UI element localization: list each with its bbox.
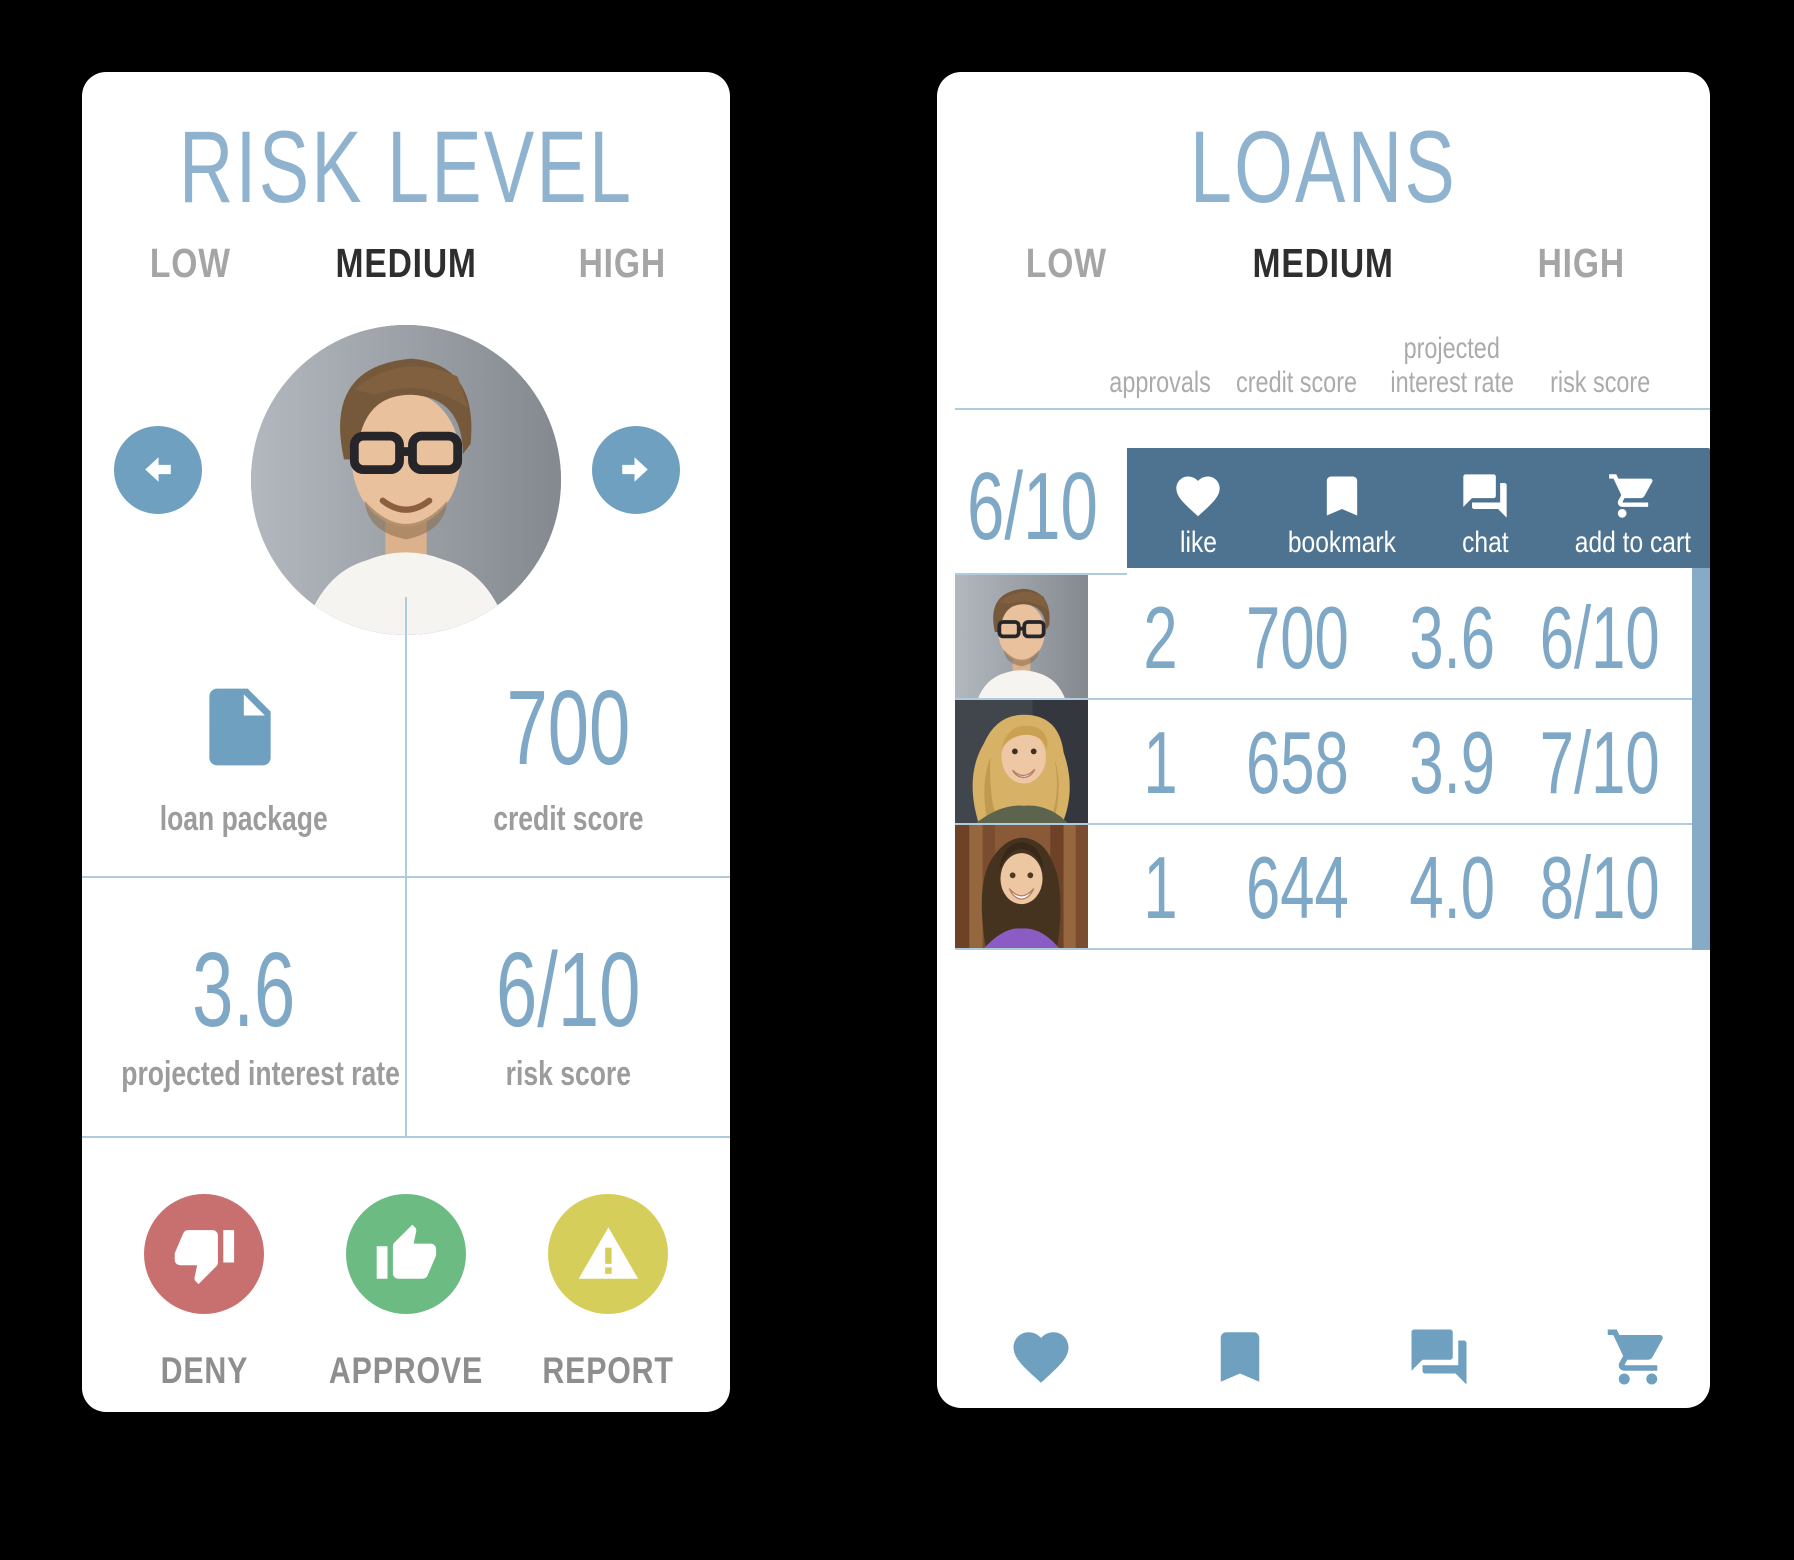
chat-bubbles-icon	[1406, 1329, 1472, 1393]
cell-approvals: 1	[1142, 713, 1178, 812]
loans-card-title: LOANS	[1189, 110, 1457, 224]
credit-score-label: credit score	[492, 800, 644, 838]
chat-bubbles-icon	[1419, 470, 1550, 522]
credit-score-value: 700	[506, 669, 630, 787]
risk-level-tabs: LOW MEDIUM HIGH	[82, 240, 730, 287]
stats-bottom-divider	[82, 1136, 730, 1138]
heart-icon	[1133, 470, 1264, 522]
cell-credit-score: 658	[1245, 713, 1349, 812]
cell-risk-score: 7/10	[1540, 713, 1660, 812]
applicant-thumbnail-blonde-woman	[955, 700, 1088, 825]
column-header-credit-score: credit score	[1236, 366, 1358, 399]
bookmark-action[interactable]: bookmark	[1270, 448, 1414, 568]
shopping-cart-icon	[1562, 470, 1704, 522]
selected-risk-score: 6/10	[966, 453, 1098, 560]
column-header-approvals: approvals	[1109, 366, 1211, 399]
risk-tab-low[interactable]: LOW	[149, 240, 231, 286]
row-divider	[955, 948, 1692, 950]
next-applicant-button[interactable]	[592, 426, 680, 514]
loan-row-0[interactable]: 2 700 3.6 6/10	[937, 575, 1710, 700]
approve-label: APPROVE	[328, 1350, 484, 1391]
report-label: REPORT	[542, 1350, 674, 1391]
row-action-bar: like bookmark chat add to cart	[1127, 448, 1710, 568]
stats-horizontal-divider	[82, 876, 730, 878]
prev-applicant-button[interactable]	[114, 426, 202, 514]
report-button[interactable]	[548, 1194, 668, 1314]
arrow-right-icon	[592, 444, 680, 495]
bookmark-icon	[1207, 1332, 1273, 1393]
heart-icon	[1008, 1332, 1074, 1393]
deny-button[interactable]	[144, 1194, 264, 1314]
interest-rate-label: projected interest rate	[121, 1055, 400, 1093]
loans-tab-low[interactable]: LOW	[1025, 240, 1107, 286]
bookmark-icon	[1276, 470, 1408, 522]
footer-bookmark-button[interactable]	[1207, 1324, 1273, 1390]
footer-like-button[interactable]	[1008, 1324, 1074, 1390]
row-divider	[955, 698, 1692, 700]
risk-level-card: RISK LEVEL LOW MEDIUM HIGH	[82, 72, 730, 1412]
arrow-left-icon	[114, 444, 202, 495]
risk-score-label: risk score	[505, 1055, 631, 1093]
loan-package-label: loan package	[159, 800, 329, 838]
footer-cart-button[interactable]	[1605, 1324, 1671, 1390]
applicant-thumbnail-brunette-woman	[955, 825, 1088, 950]
risk-tab-medium[interactable]: MEDIUM	[335, 240, 477, 286]
loan-row-2[interactable]: 1 644 4.0 8/10	[937, 825, 1710, 950]
cell-interest-rate: 4.0	[1409, 838, 1495, 937]
thumbs-down-icon	[144, 1222, 264, 1287]
loans-tabs: LOW MEDIUM HIGH	[937, 240, 1710, 287]
cell-credit-score: 700	[1245, 588, 1349, 687]
cell-risk-score: 8/10	[1540, 838, 1660, 937]
loan-row-1[interactable]: 1 658 3.9 7/10	[937, 700, 1710, 825]
loans-tab-high[interactable]: HIGH	[1537, 240, 1625, 286]
risk-card-title: RISK LEVEL	[178, 110, 634, 224]
warning-triangle-icon	[548, 1222, 668, 1287]
column-header-interest-rate: projected interest rate	[1390, 332, 1514, 399]
shopping-cart-icon	[1605, 1329, 1671, 1393]
risk-score-value: 6/10	[495, 931, 641, 1049]
like-action[interactable]: like	[1127, 448, 1270, 568]
loan-package-stat[interactable]	[194, 672, 286, 782]
thumbs-up-icon	[346, 1222, 466, 1287]
footer-chat-button[interactable]	[1406, 1324, 1472, 1390]
column-header-risk-score: risk score	[1549, 366, 1651, 399]
table-column-headers: approvals credit score projected interes…	[937, 322, 1710, 400]
chat-action[interactable]: chat	[1413, 448, 1556, 568]
rows-top-divider	[955, 573, 1127, 575]
rows-scrollbar[interactable]	[1692, 568, 1710, 950]
stats-vertical-divider	[405, 597, 407, 1137]
cell-interest-rate: 3.9	[1409, 713, 1495, 812]
applicant-photo	[251, 325, 561, 635]
applicant-thumbnail-man	[955, 575, 1088, 700]
loans-tab-medium[interactable]: MEDIUM	[1252, 240, 1395, 286]
row-divider	[955, 823, 1692, 825]
header-divider	[955, 408, 1710, 410]
interest-rate-value: 3.6	[192, 931, 296, 1049]
risk-tab-high[interactable]: HIGH	[578, 240, 666, 286]
document-icon	[194, 688, 286, 786]
deny-label: DENY	[160, 1350, 248, 1391]
cell-approvals: 1	[1142, 838, 1178, 937]
cell-credit-score: 644	[1245, 838, 1349, 937]
cell-approvals: 2	[1142, 588, 1178, 687]
cell-risk-score: 6/10	[1540, 588, 1660, 687]
loans-card: LOANS LOW MEDIUM HIGH approvals credit s…	[937, 72, 1710, 1408]
cell-interest-rate: 3.6	[1409, 588, 1495, 687]
approve-button[interactable]	[346, 1194, 466, 1314]
man-avatar-illustration	[251, 325, 561, 635]
add-to-cart-action[interactable]: add to cart	[1556, 448, 1710, 568]
